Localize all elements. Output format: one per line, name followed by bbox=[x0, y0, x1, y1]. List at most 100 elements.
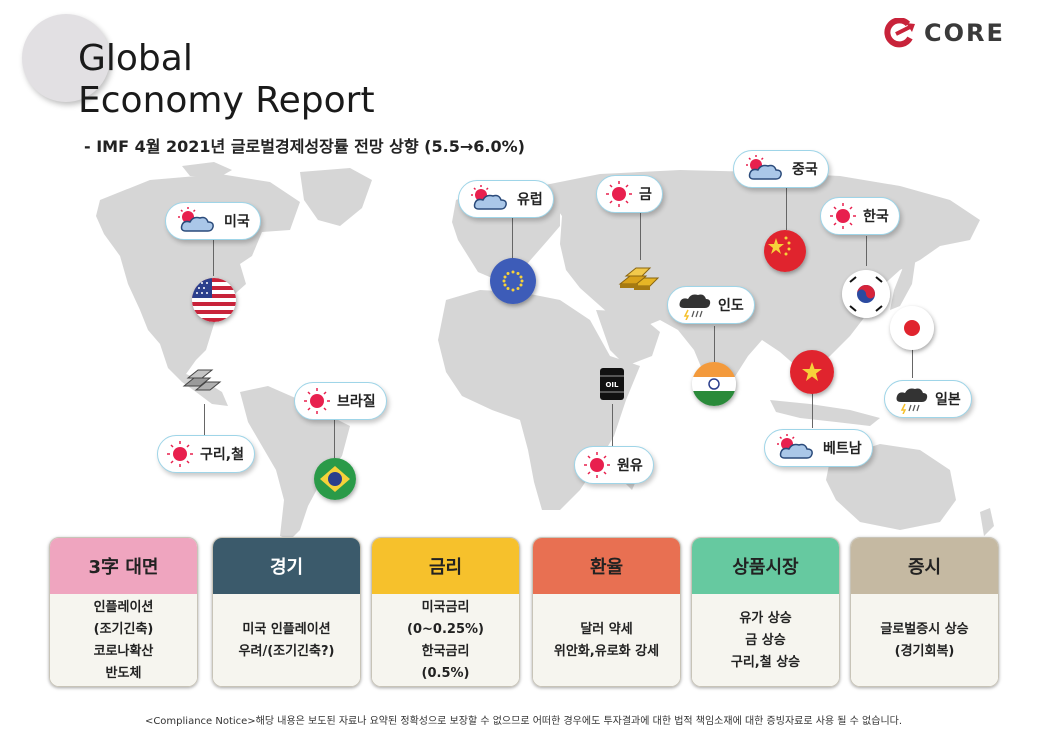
title-line-2: Economy Report bbox=[78, 80, 375, 121]
gold-connector bbox=[640, 208, 641, 260]
card-line: 우려/(조기긴축?) bbox=[238, 644, 335, 659]
card-line: 반도체 bbox=[105, 666, 142, 681]
card-body: 글로벌증시 상승 (경기회복) bbox=[851, 594, 998, 686]
europe-connector bbox=[512, 216, 513, 260]
steel-bars-marker bbox=[180, 366, 224, 396]
usa-label: 미국 bbox=[224, 214, 250, 230]
card-line: 유가 상승 bbox=[739, 611, 792, 626]
vietnam-label-bubble: 베트남 bbox=[764, 429, 873, 467]
card-line: 코로나확산 bbox=[93, 644, 154, 659]
card-line: 미국 인플레이션 bbox=[242, 622, 331, 637]
card-title: 증시 bbox=[851, 538, 998, 594]
india-label-bubble: 인도 bbox=[667, 286, 755, 324]
korea-label: 한국 bbox=[863, 209, 889, 225]
oil-barrel-marker: OIL bbox=[598, 366, 626, 402]
south-america-shape bbox=[240, 386, 350, 540]
partly-cloudy-icon bbox=[178, 207, 214, 232]
eu-flag-marker bbox=[490, 258, 536, 304]
japan-connector bbox=[912, 346, 913, 378]
copper-iron-label: 구리,철 bbox=[200, 447, 244, 463]
card-line: (0~0.25%) bbox=[407, 622, 484, 637]
vietnam-label: 베트남 bbox=[823, 441, 862, 457]
sun-icon bbox=[584, 452, 610, 478]
yuan-label-bubble: 원유 bbox=[574, 446, 654, 484]
summary-card: 금리 미국금리 (0~0.25%) 한국금리 (0.5%) bbox=[371, 537, 520, 687]
core-logo-mark-icon bbox=[884, 18, 915, 48]
page-subtitle: - IMF 4월 2021년 글로벌경제성장률 전망 상향 (5.5→6.0%) bbox=[84, 137, 525, 156]
summary-card: 상품시장 유가 상승 금 상승 구리,철 상승 bbox=[691, 537, 840, 687]
arabia-shape bbox=[596, 310, 660, 366]
decorative-circle bbox=[22, 14, 110, 102]
europe-label: 유럽 bbox=[517, 192, 543, 208]
card-title: 경기 bbox=[213, 538, 360, 594]
card-title: 3字 대면 bbox=[50, 538, 197, 594]
logo-text: CORE bbox=[924, 19, 1005, 47]
svg-text:OIL: OIL bbox=[605, 381, 619, 389]
card-line: 구리,철 상승 bbox=[730, 655, 801, 670]
compliance-notice: <Compliance Notice>해당 내용은 보도된 자료나 요약된 정확… bbox=[144, 716, 903, 727]
card-line: (경기회복) bbox=[894, 644, 955, 659]
gold-label-bubble: 금 bbox=[596, 175, 663, 213]
japan-flag-marker bbox=[890, 306, 934, 350]
card-line: 한국금리 bbox=[421, 644, 470, 659]
japan-shape bbox=[890, 250, 916, 310]
europe-label-bubble: 유럽 bbox=[458, 180, 554, 218]
indonesia-shape bbox=[770, 400, 880, 426]
copper-connector bbox=[204, 404, 205, 438]
india-connector bbox=[714, 326, 715, 362]
korea-label-bubble: 한국 bbox=[820, 197, 900, 235]
greenland-shape bbox=[300, 168, 372, 226]
card-line: 글로벌증시 상승 bbox=[880, 622, 969, 637]
card-line: 미국금리 bbox=[421, 600, 470, 615]
brazil-label: 브라질 bbox=[337, 394, 376, 410]
card-line: (0.5%) bbox=[421, 666, 470, 681]
usa-flag-marker bbox=[192, 278, 236, 322]
brazil-connector bbox=[334, 418, 335, 458]
india-flag-marker bbox=[692, 362, 736, 406]
gold-label: 금 bbox=[639, 187, 652, 203]
sun-icon bbox=[606, 181, 632, 207]
arctic-islands-shape bbox=[182, 162, 232, 178]
sun-icon bbox=[304, 388, 330, 414]
storm-icon bbox=[896, 388, 928, 414]
title-line-1: Global bbox=[78, 38, 193, 79]
brazil-flag-marker bbox=[314, 458, 356, 500]
gold-bars-marker bbox=[616, 262, 662, 292]
card-line: 인플레이션 bbox=[93, 600, 154, 615]
china-flag-marker bbox=[764, 230, 806, 272]
new-zealand-shape bbox=[980, 508, 994, 536]
card-line: 금 상승 bbox=[745, 633, 786, 648]
usa-connector bbox=[213, 240, 214, 276]
partly-cloudy-icon bbox=[471, 185, 507, 210]
copper-iron-label-bubble: 구리,철 bbox=[157, 435, 255, 473]
storm-icon bbox=[679, 294, 711, 320]
korea-connector bbox=[866, 236, 867, 266]
card-line: 달러 약세 bbox=[580, 622, 633, 637]
china-label: 중국 bbox=[792, 162, 818, 178]
card-line: (조기긴축) bbox=[93, 622, 154, 637]
page-title: Global Economy Report bbox=[78, 38, 375, 122]
china-connector bbox=[786, 186, 787, 230]
card-line: 위안화,유로화 강세 bbox=[553, 644, 660, 659]
card-body: 미국금리 (0~0.25%) 한국금리 (0.5%) bbox=[372, 594, 519, 686]
vietnam-flag-marker bbox=[790, 350, 834, 394]
card-title: 환율 bbox=[533, 538, 680, 594]
sun-icon bbox=[830, 203, 856, 229]
korea-flag-marker bbox=[842, 270, 890, 318]
india-label: 인도 bbox=[718, 298, 744, 314]
japan-label: 일본 bbox=[935, 392, 961, 408]
brazil-label-bubble: 브라질 bbox=[294, 382, 387, 420]
yuan-label: 원유 bbox=[617, 458, 643, 474]
usa-label-bubble: 미국 bbox=[165, 202, 261, 240]
partly-cloudy-icon bbox=[777, 434, 813, 459]
core-logo: CORE bbox=[884, 18, 1005, 48]
